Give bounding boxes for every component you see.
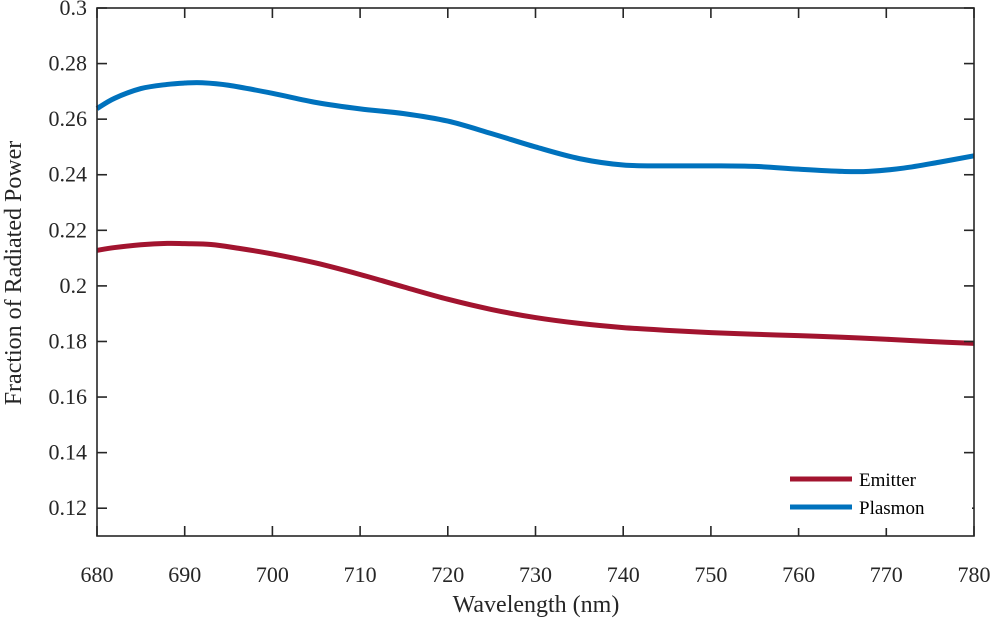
x-tick-label: 740: [607, 562, 640, 587]
series-line-plasmon: [95, 80, 975, 175]
y-tick-label: 0.24: [49, 162, 88, 187]
y-tick-label: 0.28: [49, 51, 88, 76]
legend: Emitter Plasmon: [782, 456, 972, 528]
y-tick-label: 0.26: [49, 106, 88, 131]
x-axis-label: Wavelength (nm): [453, 592, 620, 618]
x-tick-label: 720: [431, 562, 464, 587]
x-tick-label: 700: [256, 562, 289, 587]
series-line-emitter: [96, 240, 975, 346]
x-tick-label: 730: [519, 562, 552, 587]
x-tick-label: 710: [344, 562, 377, 587]
legend-label-plasmon: Plasmon: [859, 498, 925, 519]
x-tick-label: 680: [81, 562, 114, 587]
series-layer: [95, 80, 975, 346]
legend-label-emitter: Emitter: [859, 470, 917, 491]
y-tick-label: 0.3: [60, 0, 88, 20]
x-tick-label: 760: [782, 562, 815, 587]
x-tick-label: 690: [168, 562, 201, 587]
y-tick-label: 0.18: [49, 328, 88, 353]
y-tick-label: 0.2: [60, 273, 88, 298]
x-tick-label: 770: [870, 562, 903, 587]
legend-box: [782, 456, 972, 528]
x-tick-label: 750: [694, 562, 727, 587]
axes-layer: 680 690 700 710 720 730 740 750 760 770 780 0.12 0.1…: [49, 0, 991, 587]
y-tick-label: 0.14: [49, 440, 88, 465]
y-tick-label: 0.16: [49, 384, 88, 409]
y-axis-label: Fraction of Radiated Power: [1, 141, 27, 406]
x-tick-label: 780: [958, 562, 991, 587]
y-tick-label: 0.12: [49, 495, 88, 520]
y-tick-label: 0.22: [49, 217, 88, 242]
